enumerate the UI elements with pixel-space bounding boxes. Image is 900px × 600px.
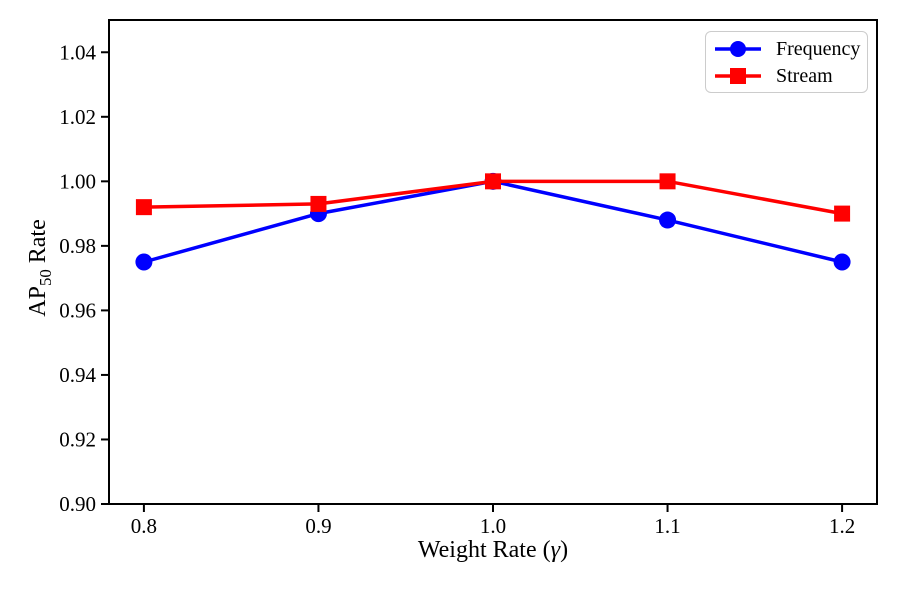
x-axis-label: Weight Rate (γ) [109,536,877,564]
x-tick-label: 0.9 [305,514,331,538]
marker-frequency [659,211,677,229]
y-tick-label: 1.00 [59,169,96,193]
marker-stream [135,199,152,216]
x-axis-label-close: ) [560,537,569,563]
legend-label-frequency: Frequency [776,37,861,60]
marker-frequency [135,253,153,271]
x-tick-label: 1.0 [480,514,506,538]
x-tick-label: 0.8 [131,514,157,538]
legend-circle-marker-icon [715,40,761,57]
y-tick-label: 0.90 [59,492,96,516]
y-axis-label-subscript: 50 [35,269,55,287]
plot-frame [108,19,878,505]
marker-stream [659,173,676,190]
y-tick-label: 0.98 [59,234,96,258]
marker-frequency [833,253,851,271]
gamma-symbol: γ [550,537,561,563]
y-tick-label: 1.02 [59,105,96,129]
y-tick-label: 0.92 [59,427,96,451]
y-tick-label: 1.04 [59,40,96,64]
legend-item-frequency: Frequency [714,38,861,60]
marker-stream [485,173,501,190]
x-axis-label-text: Weight Rate ( [417,537,551,563]
marker-stream [834,205,851,222]
legend-marker-frequency [730,40,746,57]
marker-stream [310,195,327,212]
y-axis-label: AP50 Rate [24,219,55,317]
y-tick-label: 0.96 [59,298,96,322]
x-tick-label: 1.2 [829,514,855,538]
legend-square-marker-icon [715,67,761,84]
y-axis-label-suffix: Rate [25,219,51,270]
legend: Frequency Stream [705,31,868,93]
legend-item-stream: Stream [714,65,861,87]
x-tick-label: 1.1 [654,514,680,538]
legend-label-stream: Stream [776,64,833,87]
legend-marker-stream [730,67,746,84]
y-axis-label-prefix: AP [25,286,51,317]
y-tick-label: 0.94 [59,363,96,387]
